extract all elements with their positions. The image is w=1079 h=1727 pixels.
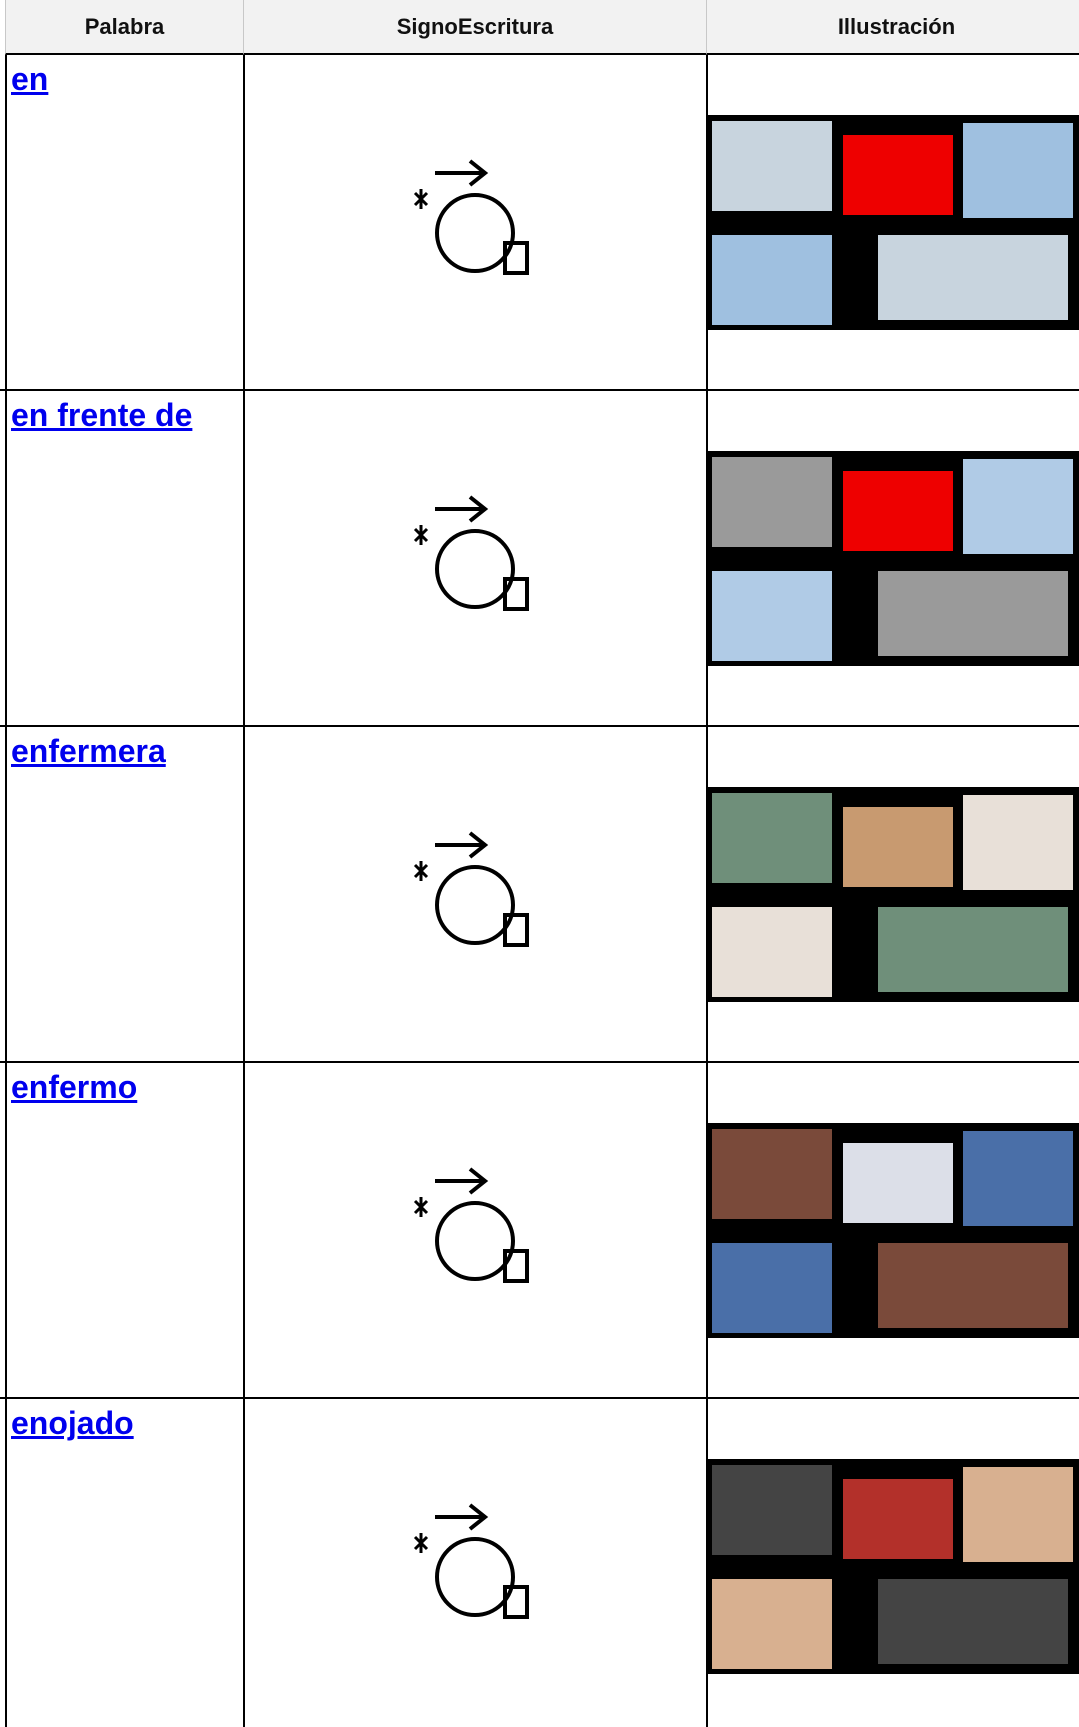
word-link[interactable]: enojado [11,1405,134,1441]
header-cell: SignoEscritura [244,0,707,55]
cell-border [706,1063,708,1397]
table-row: en [0,55,1079,391]
photo [712,907,832,997]
photo [878,907,1068,992]
glyph-star [413,1197,429,1217]
glyph-hand [503,1249,529,1283]
signwriting [413,1503,529,1619]
photo [878,571,1068,656]
glyph-hand [503,577,529,611]
photo [843,1479,953,1559]
photo [843,1143,953,1223]
table-row: enfermo [0,1063,1079,1399]
word-link[interactable]: en [11,61,49,97]
signwriting [413,831,529,947]
table-row: enfermera [0,727,1079,1063]
illustration [708,1123,1079,1338]
illustration [708,451,1079,666]
illustration [708,1459,1079,1674]
photo [712,457,832,547]
glyph-arrow [435,1167,489,1195]
word-link[interactable]: enfermera [11,733,166,769]
signwriting [413,495,529,611]
glyph-head [435,529,515,609]
glyph-star [413,861,429,881]
cell-border [706,1399,708,1727]
photo [712,793,832,883]
photo [963,1467,1073,1562]
header-cell: Illustración [707,0,1079,55]
photo [712,1129,832,1219]
photo [712,571,832,661]
photo [712,1465,832,1555]
word-link[interactable]: enfermo [11,1069,138,1105]
photo [963,459,1073,554]
cell-border [243,727,245,1061]
signwriting [413,159,529,275]
glyph-head [435,193,515,273]
cell-border [243,55,245,389]
glyph-head [435,1537,515,1617]
table-row: en frente de [0,391,1079,727]
glyph-arrow [435,1503,489,1531]
cell-border [5,727,7,1061]
illustration [708,787,1079,1002]
photo [843,807,953,887]
glyph-hand [503,1585,529,1619]
glyph-head [435,865,515,945]
cell-border [243,1399,245,1727]
table-row: enojado [0,1399,1079,1727]
glyph-head [435,1201,515,1281]
photo [963,1131,1073,1226]
photo [963,795,1073,890]
cell-border [243,391,245,725]
cell-border [706,727,708,1061]
cell-border [706,391,708,725]
photo [878,235,1068,320]
glyph-arrow [435,831,489,859]
glyph-arrow [435,159,489,187]
glyph-star [413,525,429,545]
header-cell: Palabra [5,0,244,55]
glyph-hand [503,913,529,947]
word-link[interactable]: en frente de [11,397,193,433]
cell-border [706,55,708,389]
photo [843,135,953,215]
photo [878,1243,1068,1328]
cell-border [243,1063,245,1397]
cell-border [5,55,7,389]
signwriting [413,1167,529,1283]
photo [712,1579,832,1669]
glyph-star [413,189,429,209]
cell-border [5,1399,7,1727]
photo [878,1579,1068,1664]
cell-border [5,1063,7,1397]
glyph-star [413,1533,429,1553]
photo [712,121,832,211]
cell-border [5,391,7,725]
photo [712,235,832,325]
photo [963,123,1073,218]
photo [843,471,953,551]
photo [712,1243,832,1333]
illustration [708,115,1079,330]
glyph-hand [503,241,529,275]
glyph-arrow [435,495,489,523]
